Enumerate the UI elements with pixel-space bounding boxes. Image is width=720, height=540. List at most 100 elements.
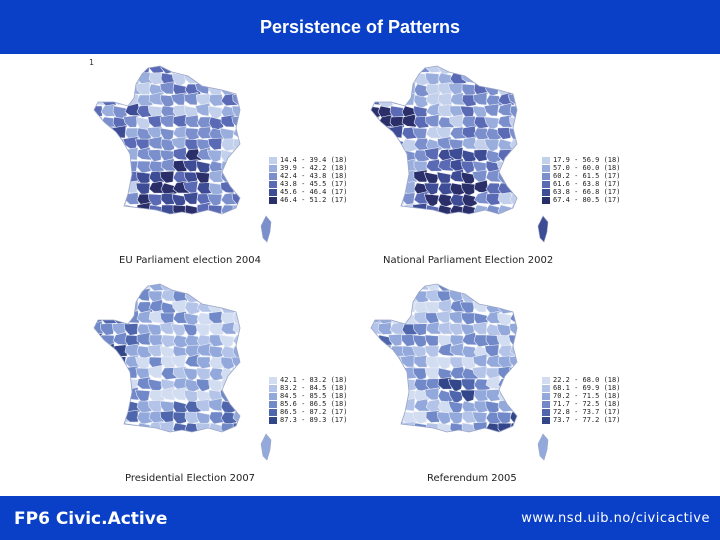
department-region xyxy=(182,367,199,382)
department-region xyxy=(94,138,103,153)
department-region xyxy=(245,83,258,95)
department-region xyxy=(100,343,116,357)
legend-row: 57.0 - 60.0 (18) xyxy=(542,164,622,173)
department-region xyxy=(522,71,539,83)
department-region xyxy=(449,126,467,140)
department-region xyxy=(377,409,392,423)
department-region xyxy=(195,399,211,412)
department-region xyxy=(460,312,476,326)
department-region xyxy=(94,171,104,187)
department-region xyxy=(485,389,501,402)
department-region xyxy=(173,216,189,231)
department-region xyxy=(230,284,240,292)
department-region xyxy=(99,284,115,295)
department-region xyxy=(94,124,103,139)
department-region xyxy=(497,127,512,140)
department-region xyxy=(100,192,116,205)
department-region xyxy=(498,433,514,445)
department-region xyxy=(159,434,174,448)
department-region xyxy=(522,333,535,345)
department-region xyxy=(389,389,407,405)
department-region xyxy=(473,400,488,414)
department-region xyxy=(219,389,235,403)
department-region xyxy=(208,212,223,214)
department-region xyxy=(245,390,261,402)
department-region xyxy=(219,70,235,84)
department-region xyxy=(449,366,467,379)
department-region xyxy=(413,355,428,368)
department-region xyxy=(522,401,535,415)
corsica-region xyxy=(260,433,272,461)
department-region xyxy=(110,356,127,369)
department-region xyxy=(509,81,517,95)
department-region xyxy=(94,193,103,208)
department-region xyxy=(437,299,453,313)
department-region xyxy=(207,66,223,77)
department-region xyxy=(172,387,187,401)
department-region xyxy=(509,301,517,316)
department-region xyxy=(425,289,441,302)
department-region xyxy=(497,192,513,205)
legend-swatch xyxy=(269,401,277,408)
department-region xyxy=(100,288,115,302)
department-region xyxy=(100,400,116,416)
department-region xyxy=(400,284,416,294)
department-region xyxy=(112,365,129,379)
department-region xyxy=(437,204,454,214)
department-region xyxy=(507,284,517,291)
department-region xyxy=(371,127,383,143)
legend-swatch xyxy=(269,189,277,196)
department-region xyxy=(220,138,238,152)
department-region xyxy=(172,411,187,425)
department-region xyxy=(414,216,429,229)
department-region xyxy=(94,149,103,163)
department-region xyxy=(387,378,404,394)
department-region xyxy=(112,148,129,162)
legend-label: 61.6 - 63.8 (17) xyxy=(553,180,621,188)
department-region xyxy=(401,113,417,128)
france-outline xyxy=(370,65,518,215)
department-region xyxy=(485,375,501,390)
department-region xyxy=(123,180,139,194)
department-region xyxy=(413,83,431,99)
department-region xyxy=(112,331,130,346)
department-region xyxy=(450,434,463,449)
department-region xyxy=(195,66,211,73)
department-region xyxy=(148,136,163,150)
department-region xyxy=(245,182,260,194)
department-region xyxy=(425,216,439,228)
department-region xyxy=(148,365,163,379)
department-region xyxy=(232,431,240,432)
department-region xyxy=(100,312,118,325)
department-region xyxy=(449,216,463,230)
legend-label: 86.5 - 87.2 (17) xyxy=(280,408,348,416)
department-region xyxy=(208,322,224,336)
department-region xyxy=(472,321,488,335)
department-region xyxy=(371,182,380,198)
department-region xyxy=(461,422,476,432)
department-region xyxy=(98,409,115,423)
department-region xyxy=(220,170,236,184)
corsica-region xyxy=(537,215,549,243)
department-region xyxy=(522,148,535,160)
department-region xyxy=(378,433,394,445)
department-region xyxy=(376,138,392,154)
department-region xyxy=(232,288,240,302)
department-region xyxy=(401,138,419,154)
department-region xyxy=(389,160,407,175)
department-region xyxy=(375,422,392,432)
department-region xyxy=(94,284,104,296)
department-region xyxy=(401,421,416,432)
department-region xyxy=(389,216,403,228)
legend-row: 46.4 - 51.2 (17) xyxy=(269,196,349,205)
legend-label: 84.5 - 85.5 (18) xyxy=(280,392,348,400)
department-region xyxy=(171,434,186,447)
department-region xyxy=(245,422,259,434)
department-region xyxy=(437,193,454,209)
department-region xyxy=(371,192,382,205)
department-region xyxy=(461,356,476,371)
legend-label: 72.8 - 73.7 (17) xyxy=(553,408,621,416)
department-region xyxy=(245,301,262,313)
department-region xyxy=(509,160,517,174)
department-region xyxy=(94,159,104,172)
